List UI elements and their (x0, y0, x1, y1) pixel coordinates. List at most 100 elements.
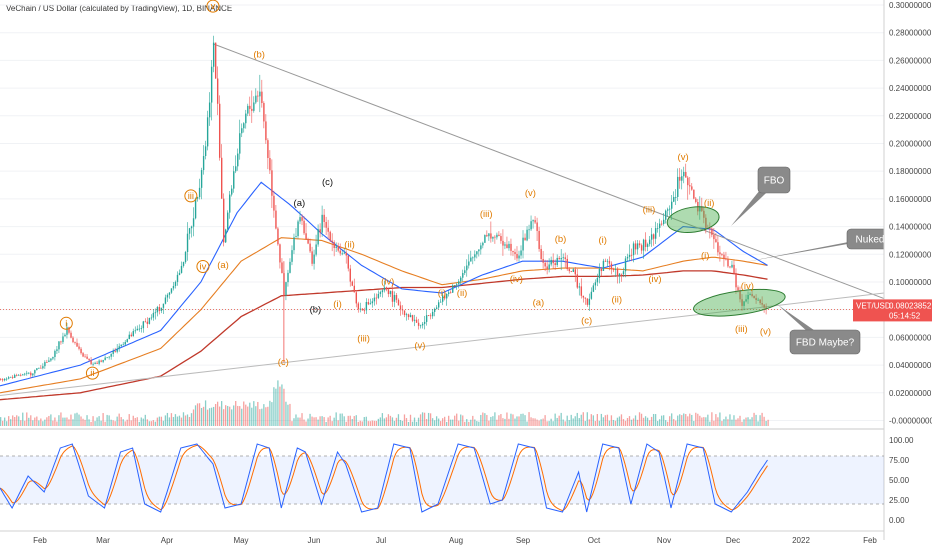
volume-bar (576, 412, 578, 426)
price-tick-label: 0.20000000 (889, 139, 932, 148)
volume-bar (383, 418, 386, 426)
candle-body (325, 221, 327, 228)
volume-bar (745, 417, 747, 426)
candle-body (255, 95, 257, 103)
time-tick-label: Dec (726, 536, 740, 545)
candle-body (42, 366, 44, 369)
chart-title: VeChain / US Dollar (calculated by Tradi… (6, 4, 233, 13)
volume-bar (554, 413, 556, 426)
volume-bar (560, 412, 562, 426)
volume-bar (598, 420, 601, 426)
volume-bar (711, 412, 713, 426)
volume-bar (52, 420, 54, 426)
volume-bar (138, 421, 140, 426)
volume-bar (614, 420, 617, 426)
candle-body (739, 290, 741, 300)
volume-bar (494, 412, 496, 426)
price-tick-label: 0.30000000 (889, 1, 932, 10)
candle-body (665, 210, 667, 220)
price-tag-symbol: VET/USD (856, 301, 891, 310)
volume-bar (192, 409, 195, 426)
candle-body (677, 176, 679, 197)
candle-body (281, 262, 283, 274)
wave-label: (c) (278, 357, 289, 368)
volume-bar (8, 416, 10, 426)
volume-bar (170, 413, 173, 426)
candle-body (241, 128, 243, 134)
wave-label: (ii) (344, 239, 355, 250)
candle-body (504, 244, 506, 246)
volume-bar (640, 413, 643, 426)
volume-bar (50, 414, 52, 426)
wave-label: iv (199, 262, 206, 273)
candle-body (40, 367, 42, 369)
candle-body (478, 249, 480, 252)
volume-bar (524, 415, 526, 426)
candle-body (132, 331, 134, 337)
volume-bar (691, 414, 693, 426)
candle-body (598, 268, 601, 278)
volume-bar (652, 413, 655, 426)
volume-bar (498, 415, 500, 426)
candle-body (351, 281, 353, 286)
volume-bar (570, 414, 572, 426)
volume-bar (18, 416, 20, 426)
volume-bar (267, 406, 269, 426)
candle-body (709, 228, 711, 229)
candle-body (476, 251, 478, 255)
volume-bar (586, 412, 588, 426)
volume-bar (765, 420, 767, 426)
price-tick-label: -0.00000000 (889, 416, 932, 425)
candle-body (520, 250, 522, 256)
volume-bar (144, 414, 146, 426)
candle-body (327, 227, 329, 232)
candle-body (624, 258, 627, 272)
candle-body (287, 272, 289, 283)
wave-label: (b) (555, 234, 567, 245)
candle-body (395, 295, 398, 300)
candle-body (12, 376, 14, 378)
candle-body (638, 243, 641, 246)
volume-bar (239, 406, 241, 426)
volume-bar (767, 419, 769, 426)
wave-circle (184, 189, 198, 203)
volume-bar (675, 420, 677, 426)
candle-body (456, 284, 458, 286)
volume-bar (458, 420, 460, 426)
candle-body (654, 228, 657, 239)
volume-bar (650, 416, 653, 426)
volume-bar (620, 414, 623, 426)
callouts: FBO Nuked FBD Maybe? (731, 166, 894, 355)
volume-bar (359, 420, 361, 426)
volume-bar (64, 417, 66, 426)
candle-body (261, 91, 263, 104)
volume-bar (727, 419, 729, 426)
volume-bar (405, 418, 408, 426)
candle-body (186, 233, 189, 252)
candle-body (225, 229, 227, 243)
candle-body (570, 271, 572, 272)
candle-body (626, 256, 629, 259)
volume-bar (725, 416, 727, 426)
candle-body (753, 295, 755, 299)
candle-body (0, 378, 2, 380)
candle-body (285, 282, 287, 296)
volume-bar (506, 412, 508, 426)
candle-body (711, 228, 713, 235)
candle-body (321, 214, 323, 233)
volume-bar (654, 414, 657, 426)
candle-body (26, 372, 28, 374)
candle-body (448, 292, 450, 294)
volume-bar (484, 413, 486, 426)
volume-bar (514, 418, 516, 426)
candle-body (759, 299, 761, 304)
volume-bars (0, 380, 769, 426)
candle-body (229, 194, 231, 213)
volume-bar (660, 415, 663, 426)
candle-body (699, 206, 701, 212)
candle-body (437, 302, 440, 308)
candle-body (233, 171, 235, 189)
candle-body (221, 157, 223, 199)
candle-body (492, 236, 494, 239)
